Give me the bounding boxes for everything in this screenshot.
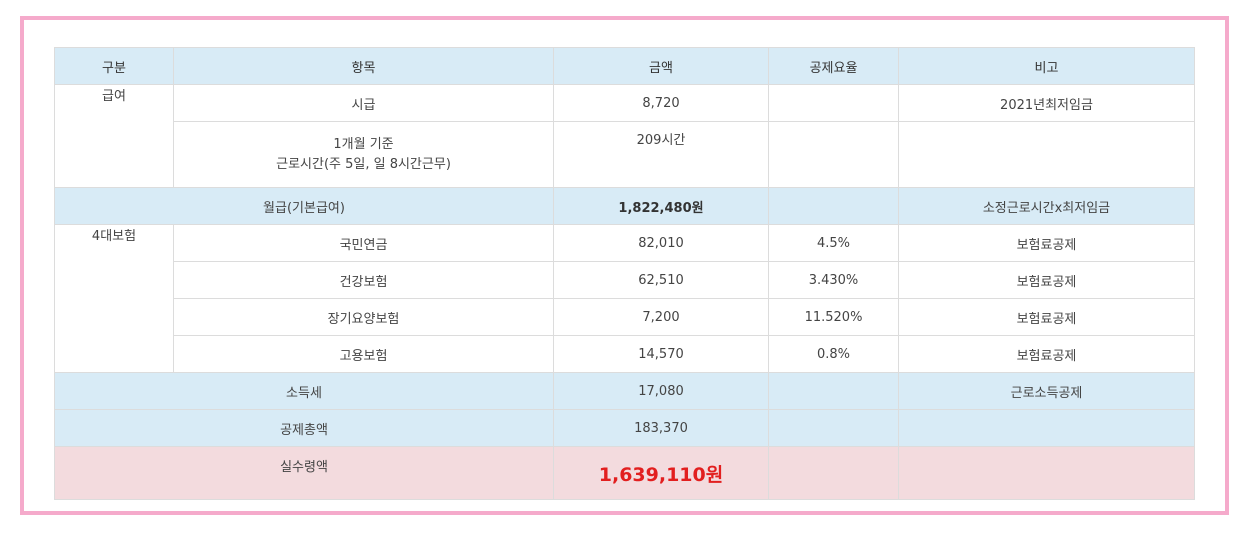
amount-cell: 14,570 xyxy=(553,335,769,373)
rate-cell: 3.430% xyxy=(768,261,899,299)
item-line: 1개월 기준 xyxy=(333,136,394,152)
rate-cell: 4.5% xyxy=(768,224,899,262)
table-row: 장기요양보험 7,200 11.520% 보험료공제 xyxy=(55,298,1195,336)
item-cell: 시급 xyxy=(173,84,554,122)
header-note: 비고 xyxy=(898,47,1195,85)
insurance-category-cell: 4대보험 xyxy=(54,224,174,373)
item-cell: 건강보험 xyxy=(173,261,554,299)
salary-category-cell: 급여 xyxy=(54,84,174,188)
amount-cell: 7,200 xyxy=(553,298,769,336)
rate-cell xyxy=(768,409,899,447)
amount-cell: 62,510 xyxy=(553,261,769,299)
note-cell: 2021년최저임금 xyxy=(898,84,1195,122)
item-cell: 공제총액 xyxy=(54,409,554,447)
salary-table: 구분 항목 금액 공제요율 비고 급여 시급 8,720 2021년최저임금 1… xyxy=(54,47,1195,500)
note-cell: 보험료공제 xyxy=(898,298,1195,336)
rate-cell xyxy=(768,372,899,410)
note-cell: 근로소득공제 xyxy=(898,372,1195,410)
rate-cell xyxy=(768,121,899,188)
item-cell: 장기요양보험 xyxy=(173,298,554,336)
net-pay-amount: 1,639,110원 xyxy=(553,446,769,500)
item-cell: 월급(기본급여) xyxy=(54,187,554,225)
net-pay-label: 실수령액 xyxy=(54,446,554,500)
rate-cell: 11.520% xyxy=(768,298,899,336)
note-cell: 보험료공제 xyxy=(898,261,1195,299)
table-row: 급여 시급 8,720 2021년최저임금 xyxy=(54,84,1195,188)
item-line: 근로시간(주 5일, 일 8시간근무) xyxy=(276,156,451,172)
note-cell: 보험료공제 xyxy=(898,335,1195,373)
header-rate: 공제요율 xyxy=(768,47,899,85)
table-row: 4대보험 국민연금 82,010 4.5% 보험료공제 xyxy=(54,224,1195,373)
amount-cell: 8,720 xyxy=(553,84,769,122)
total-deduction-row: 공제총액 183,370 xyxy=(54,409,1195,447)
item-cell: 국민연금 xyxy=(173,224,554,262)
header-amount: 금액 xyxy=(553,47,769,85)
table-row: 건강보험 62,510 3.430% 보험료공제 xyxy=(55,261,1195,299)
amount-cell: 183,370 xyxy=(553,409,769,447)
content-frame: 구분 항목 금액 공제요율 비고 급여 시급 8,720 2021년최저임금 1… xyxy=(20,16,1229,515)
amount-cell: 17,080 xyxy=(553,372,769,410)
amount-cell: 209시간 xyxy=(553,121,769,188)
item-cell: 소득세 xyxy=(54,372,554,410)
table-header-row: 구분 항목 금액 공제요율 비고 xyxy=(54,47,1195,85)
header-item: 항목 xyxy=(173,47,554,85)
note-cell: 소정근로시간x최저임금 xyxy=(898,187,1195,225)
amount-cell: 1,822,480원 xyxy=(553,187,769,225)
rate-cell xyxy=(768,187,899,225)
rate-cell xyxy=(768,446,899,500)
table-row: 1개월 기준 근로시간(주 5일, 일 8시간근무) 209시간 xyxy=(55,121,1195,188)
header-category: 구분 xyxy=(54,47,174,85)
net-pay-row: 실수령액 1,639,110원 xyxy=(54,446,1195,500)
note-cell xyxy=(898,446,1195,500)
rate-cell xyxy=(768,84,899,122)
rate-cell: 0.8% xyxy=(768,335,899,373)
income-tax-row: 소득세 17,080 근로소득공제 xyxy=(54,372,1195,410)
monthly-row: 월급(기본급여) 1,822,480원 소정근로시간x최저임금 xyxy=(54,187,1195,225)
note-cell: 보험료공제 xyxy=(898,224,1195,262)
item-cell: 1개월 기준 근로시간(주 5일, 일 8시간근무) xyxy=(173,121,554,188)
amount-cell: 82,010 xyxy=(553,224,769,262)
item-cell: 고용보험 xyxy=(173,335,554,373)
note-cell xyxy=(898,121,1195,188)
table-row: 고용보험 14,570 0.8% 보험료공제 xyxy=(55,335,1195,373)
note-cell xyxy=(898,409,1195,447)
